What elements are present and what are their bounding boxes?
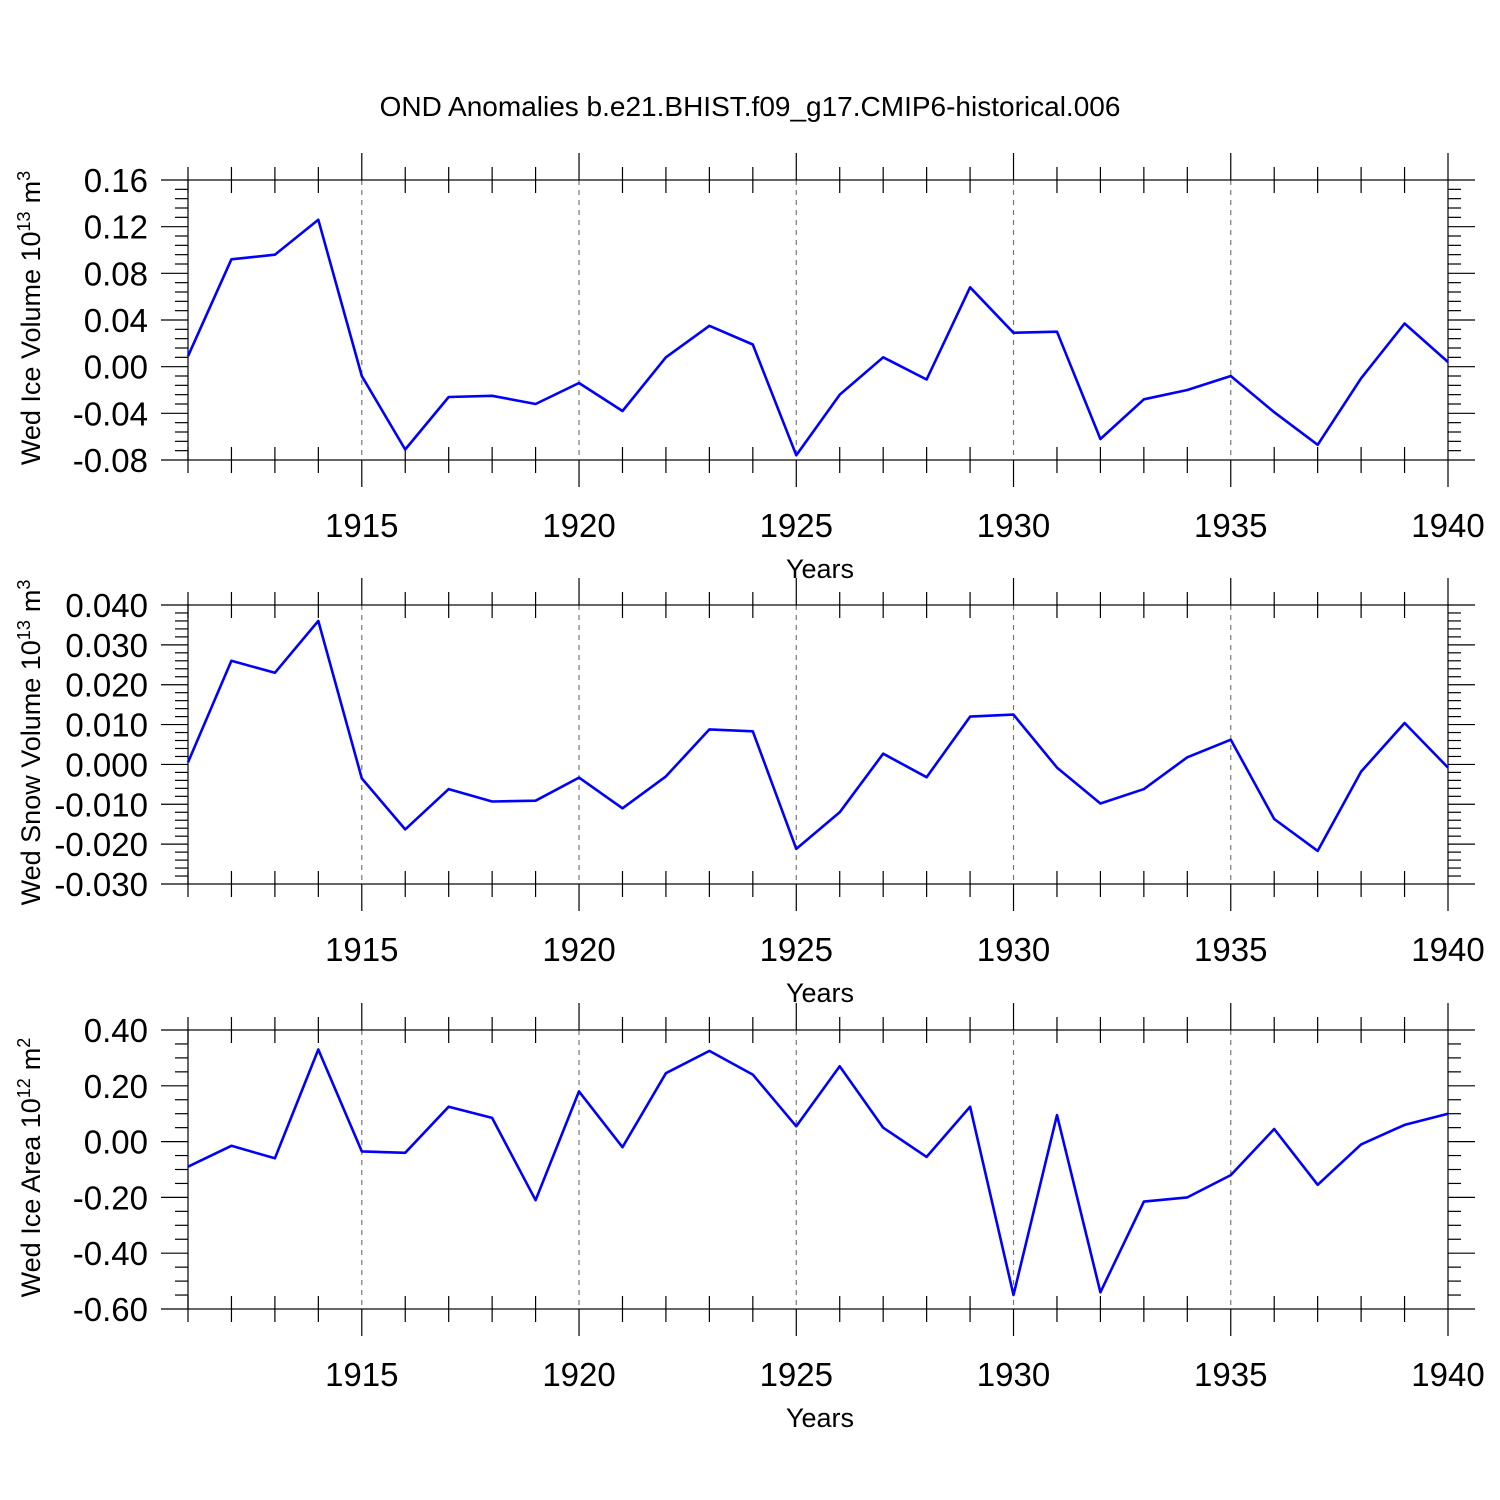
panel-ice-area-ytick-label-5: 0.40 [84,1012,148,1049]
panel-ice-area-xtick-label-1930: 1930 [977,1356,1050,1393]
panel-snow-volume-ytick-label-6: 0.030 [65,627,148,664]
panel-ice-area-ylabel: Wed Ice Area 1012 m2 [14,1038,46,1298]
panels: -0.08 -0.04 0.00 0.04 0.08 0.12 0.16 1915 1920 19… [14,153,1485,1433]
panel-ice-area-ytick-label-4: 0.20 [84,1068,148,1105]
panel-ice-area-xlabel: Years [786,1403,854,1433]
panel-snow-volume-ylabel: Wed Snow Volume 1013 m3 [14,580,46,906]
panel-snow-volume-xtick-label-1920: 1920 [542,931,615,968]
panel-ice-volume-ylabel-unit: m [16,181,46,204]
panel-ice-area-xtick-label-1935: 1935 [1194,1356,1267,1393]
panel-ice-volume-xlabel: Years [786,554,854,584]
panel-ice-volume-ylabel-unit-exp: 3 [14,171,34,181]
panel-snow-volume: -0.030-0.020-0.0100.0000.0100.0200.0300.… [14,578,1485,1008]
panel-snow-volume-ylabel-text: Wed Snow Volume 10 [16,640,46,905]
panel-snow-volume-xtick-label-1940: 1940 [1411,931,1484,968]
panel-ice-volume-xtick-label-1930: 1930 [977,507,1050,544]
panel-ice-area-series-line [187,1048,1449,1297]
panel-ice-volume-frame [187,179,1449,461]
panel-snow-volume-xtick-label-1935: 1935 [1194,931,1267,968]
panel-ice-area: -0.60 -0.40 -0.20 0.00 0.20 0.40 1915 1920 1925 1… [14,1003,1485,1433]
panel-ice-volume-xtick-label-1935: 1935 [1194,507,1267,544]
panel-ice-area-xtick-label-1920: 1920 [542,1356,615,1393]
panel-snow-volume-ytick-label-7: 0.040 [65,587,148,624]
panel-snow-volume-ytick-label-2: -0.010 [54,786,148,823]
panel-ice-volume-xtick-label-1940: 1940 [1411,507,1484,544]
panel-snow-volume-ytick-label-5: 0.020 [65,667,148,704]
panel-snow-volume-ytick-label-0: -0.030 [54,866,148,903]
panel-ice-volume-ytick-label-6: 0.16 [84,162,148,199]
panel-snow-volume-ylabel-unit-exp: 3 [14,580,34,590]
panel-ice-volume: -0.08 -0.04 0.00 0.04 0.08 0.12 0.16 1915 1920 19… [14,153,1485,584]
panel-ice-area-xtick-label-1940: 1940 [1411,1356,1484,1393]
panel-snow-volume-ytick-label-4: 0.010 [65,707,148,744]
panel-snow-volume-ytick-label-1: -0.020 [54,826,148,863]
panel-snow-volume-ylabel-unit: m [16,590,46,613]
panel-ice-volume-xtick-label-1915: 1915 [325,507,398,544]
panel-ice-volume-ylabel-exp: 13 [14,211,34,231]
panel-ice-volume-ytick-label-2: 0.00 [84,349,148,386]
panel-ice-area-frame [187,1029,1449,1310]
panel-ice-area-ylabel-unit: m [16,1048,46,1071]
panel-ice-area-ytick-label-1: -0.40 [73,1235,148,1272]
panel-snow-volume-ylabel-exp: 13 [14,620,34,640]
panel-ice-volume-series-line [186,218,1449,457]
panel-ice-area-ytick-label-3: 0.00 [84,1124,148,1161]
panel-ice-volume-ytick-label-4: 0.08 [84,255,148,292]
panel-ice-volume-ytick-label-1: -0.04 [73,395,148,432]
panel-ice-area-ylabel-exp: 12 [14,1078,34,1098]
panel-ice-area-ytick-label-0: -0.60 [73,1291,148,1328]
panel-ice-volume-ytick-label-0: -0.08 [73,442,148,479]
panel-ice-area-xtick-label-1925: 1925 [760,1356,833,1393]
panel-ice-volume-xtick-label-1925: 1925 [760,507,833,544]
panel-ice-area-xtick-label-1915: 1915 [325,1356,398,1393]
panel-ice-volume-ytick-label-5: 0.12 [84,209,148,246]
panel-snow-volume-xlabel: Years [786,978,854,1008]
panel-ice-volume-xtick-label-1920: 1920 [542,507,615,544]
panel-ice-area-ylabel-unit-exp: 2 [14,1038,34,1048]
panel-ice-area-ylabel-text: Wed Ice Area 10 [16,1098,46,1297]
panel-snow-volume-xtick-label-1915: 1915 [325,931,398,968]
panel-snow-volume-ytick-label-3: 0.000 [65,746,148,783]
panel-ice-volume-ylabel: Wed Ice Volume 1013 m3 [14,171,46,465]
panel-ice-volume-ylabel-text: Wed Ice Volume 10 [16,231,46,465]
panel-snow-volume-xtick-label-1930: 1930 [977,931,1050,968]
panel-ice-area-ytick-label-2: -0.20 [73,1179,148,1216]
panel-snow-volume-series-line [186,619,1449,853]
panel-snow-volume-xtick-label-1925: 1925 [760,931,833,968]
panel-snow-volume-frame [187,604,1449,885]
panel-ice-volume-ytick-label-3: 0.04 [84,302,148,339]
figure-title: OND Anomalies b.e21.BHIST.f09_g17.CMIP6-… [380,91,1121,122]
